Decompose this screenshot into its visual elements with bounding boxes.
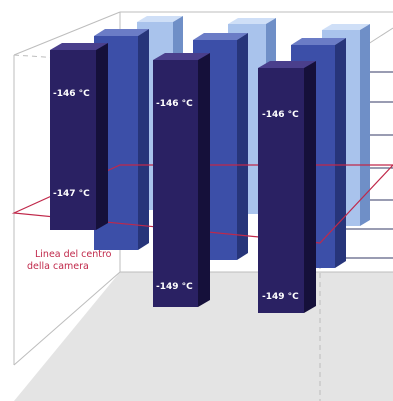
front-column-1-side — [96, 43, 108, 230]
front-column-3 — [258, 61, 316, 313]
column-1-bottom-temp: -147 °C — [53, 189, 90, 199]
column-3-top-temp: -146 °C — [262, 110, 299, 120]
front-column-1 — [50, 43, 108, 230]
front-row-columns — [50, 43, 316, 313]
front-column-1-front — [50, 50, 96, 230]
front-column-2-side — [198, 53, 210, 307]
column-3-bottom-temp: -149 °C — [262, 292, 299, 302]
column-2-bottom-temp: -149 °C — [156, 282, 193, 292]
column-2-top-temp: -146 °C — [156, 99, 193, 109]
middle-column-1-side — [138, 29, 149, 250]
front-column-2 — [153, 53, 210, 307]
front-column-2-front — [153, 60, 198, 307]
front-column-3-front — [258, 68, 304, 313]
center-line-label-line2: della camera — [27, 261, 89, 272]
front-column-3-side — [304, 61, 316, 313]
middle-column-3-side — [335, 38, 346, 268]
center-line-label-line1: Linea del centro — [35, 249, 112, 260]
column-1-top-temp: -146 °C — [53, 89, 90, 99]
middle-column-2-side — [237, 33, 248, 260]
